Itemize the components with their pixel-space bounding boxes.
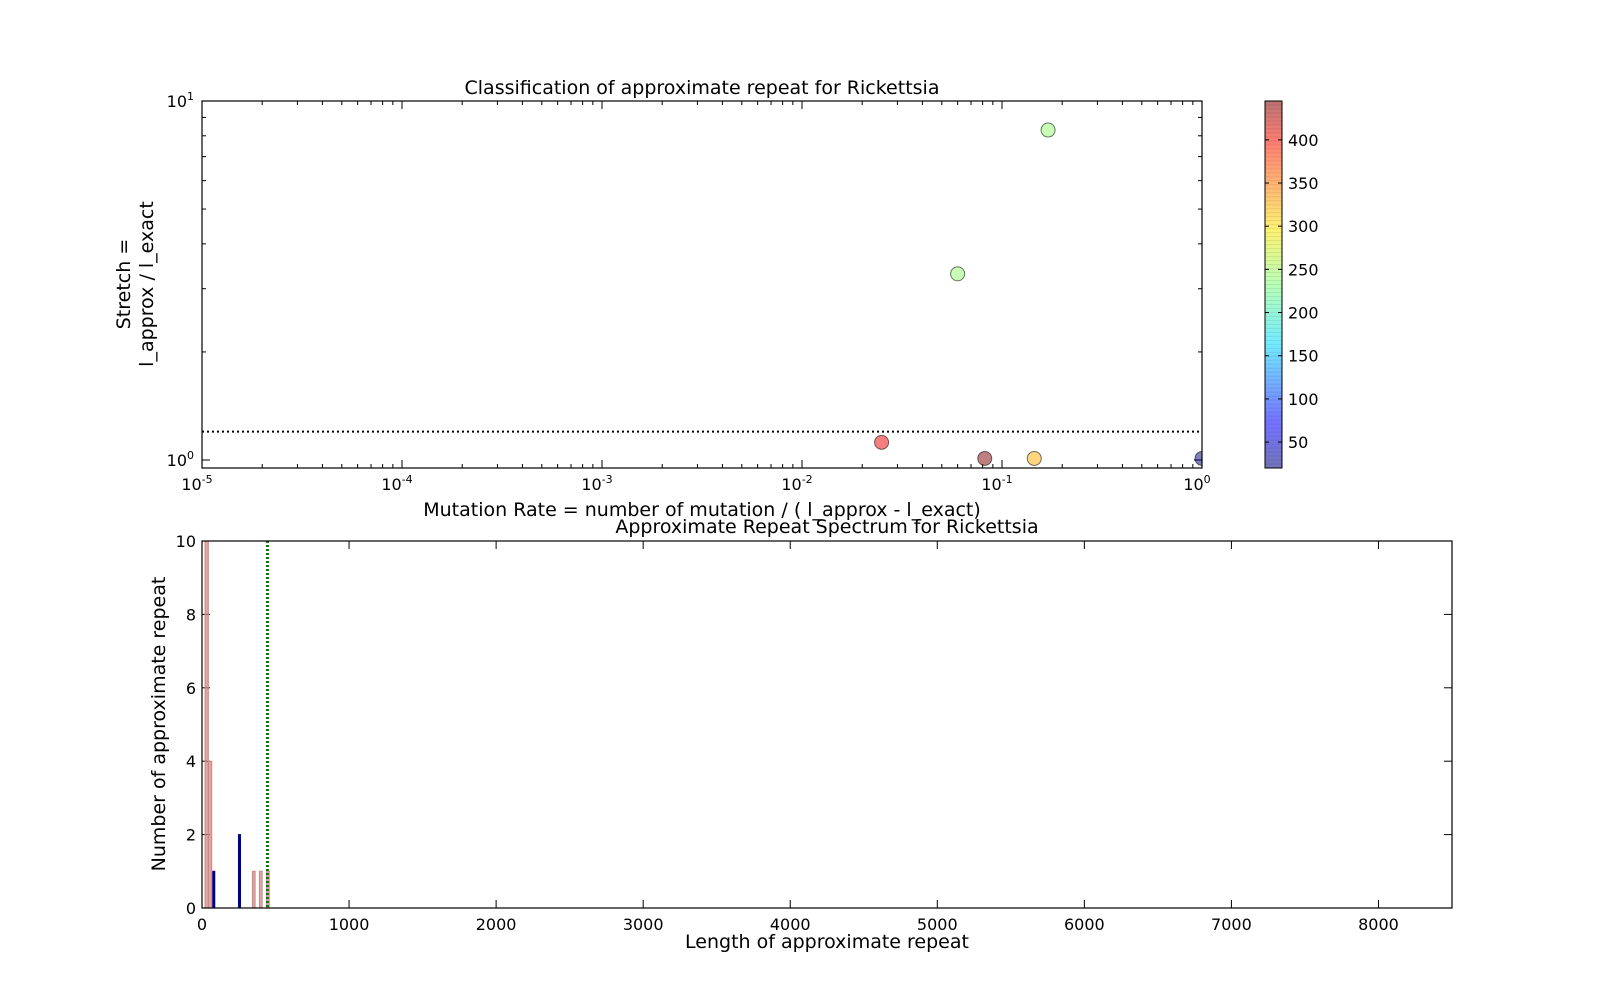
scatter-point [977, 450, 993, 466]
bar-y-tick-label: 6 [186, 679, 196, 698]
scatter-plot-frame [201, 100, 1203, 469]
bar-y-tick-label: 2 [186, 826, 196, 845]
bar [204, 541, 209, 908]
scatter-point [950, 266, 966, 282]
colorbar-ticks: 50 100 150 200 250 300 350 400 [1265, 100, 1319, 465]
bar-y-tick-label: 4 [186, 752, 196, 771]
scatter-x-tick-label: 10-2 [781, 473, 812, 494]
scatter-point [1026, 450, 1042, 466]
scatter-x-tick-label: 100 [1183, 473, 1210, 494]
scatter-y-tick-base: 10 [167, 451, 187, 470]
scatter-x-tick-exp: 0 [1204, 473, 1211, 486]
colorbar-tick-label: 300 [1288, 217, 1319, 236]
colorbar-tick-label: 150 [1288, 347, 1319, 366]
scatter-x-tick-base: 10 [581, 475, 601, 494]
bar-x-label: Length of approximate repeat [685, 931, 969, 953]
bar-chart: Approximate Repeat Spectrum for Ricketts… [148, 516, 1453, 953]
scatter-x-tick-exp: -1 [1002, 473, 1013, 486]
bar-y-tick-label: 10 [176, 532, 196, 551]
bar-x-tick-label: 6000 [1064, 915, 1105, 934]
scatter-x-tick-exp: -2 [802, 473, 813, 486]
colorbar-frame [1264, 100, 1283, 469]
scatter-x-tick-base: 10 [981, 475, 1001, 494]
bar-x-tick-label: 7000 [1211, 915, 1252, 934]
bar-y-tick-label: 0 [186, 899, 196, 918]
scatter-points [202, 122, 1202, 466]
scatter-y-tick-exp: 1 [187, 90, 194, 103]
bar [237, 834, 242, 908]
scatter-x-label: Mutation Rate = number of mutation / ( l… [423, 499, 981, 521]
bar-ticks: 0 1000 2000 3000 4000 5000 6000 7000 8000 0 2 4 6 8 10 [176, 532, 1452, 934]
bar-x-tick-label: 4000 [770, 915, 811, 934]
scatter-x-tick-exp: -4 [402, 473, 413, 486]
colorbar-tick-label: 100 [1288, 390, 1319, 409]
scatter-x-tick-label: 10-4 [381, 473, 412, 494]
bar-x-tick-label: 0 [197, 915, 207, 934]
scatter-x-tick-base: 10 [1183, 475, 1203, 494]
bar-y-label: Number of approximate repeat [148, 577, 170, 872]
colorbar-gradient [1265, 101, 1282, 468]
scatter-y-tick-label: 101 [167, 90, 194, 111]
scatter-point [874, 434, 890, 450]
bar [212, 870, 216, 908]
scatter-x-tick-base: 10 [181, 475, 201, 494]
scatter-title: Classification of approximate repeat for… [465, 77, 940, 99]
bar [207, 760, 213, 908]
bar-x-tick-label: 5000 [917, 915, 958, 934]
scatter-point [1194, 450, 1202, 466]
bar-x-tick-label: 8000 [1358, 915, 1399, 934]
scatter-x-tick-exp: -3 [602, 473, 613, 486]
scatter-x-tick-label: 10-3 [581, 473, 612, 494]
scatter-x-tick-exp: -5 [202, 473, 213, 486]
colorbar-tick-label: 200 [1288, 304, 1319, 323]
bar-title: Approximate Repeat Spectrum for Ricketts… [615, 516, 1038, 538]
scatter-x-tick-base: 10 [381, 475, 401, 494]
scatter-y-label: Stretch = l_approx / l_exact [113, 201, 158, 367]
scatter-point [1040, 122, 1056, 138]
bar-y-tick-label: 8 [186, 605, 196, 624]
bar-marks [204, 541, 270, 908]
colorbar-tick-label: 50 [1288, 433, 1308, 452]
scatter-x-tick-label: 10-5 [181, 473, 212, 494]
colorbar: 50 100 150 200 250 300 350 400 [1264, 100, 1319, 469]
colorbar-tick-label: 350 [1288, 174, 1319, 193]
scatter-y-tick-base: 10 [167, 92, 187, 111]
scatter-y-label-line1: Stretch = [113, 239, 135, 330]
scatter-y-tick-label: 100 [167, 449, 194, 470]
bar-x-tick-label: 1000 [329, 915, 370, 934]
scatter-chart: Classification of approximate repeat for… [113, 77, 1211, 521]
bar [259, 870, 263, 908]
bar-x-tick-label: 3000 [623, 915, 664, 934]
colorbar-tick-label: 400 [1288, 131, 1319, 150]
bar-plot-frame [201, 540, 1453, 909]
bar [251, 870, 256, 908]
bar-x-tick-label: 2000 [476, 915, 517, 934]
scatter-x-tick-label: 10-1 [981, 473, 1012, 494]
colorbar-tick-label: 250 [1288, 260, 1319, 279]
scatter-x-tick-base: 10 [781, 475, 801, 494]
scatter-y-label-line2: l_approx / l_exact [136, 201, 158, 367]
scatter-y-tick-exp: 0 [187, 449, 194, 462]
